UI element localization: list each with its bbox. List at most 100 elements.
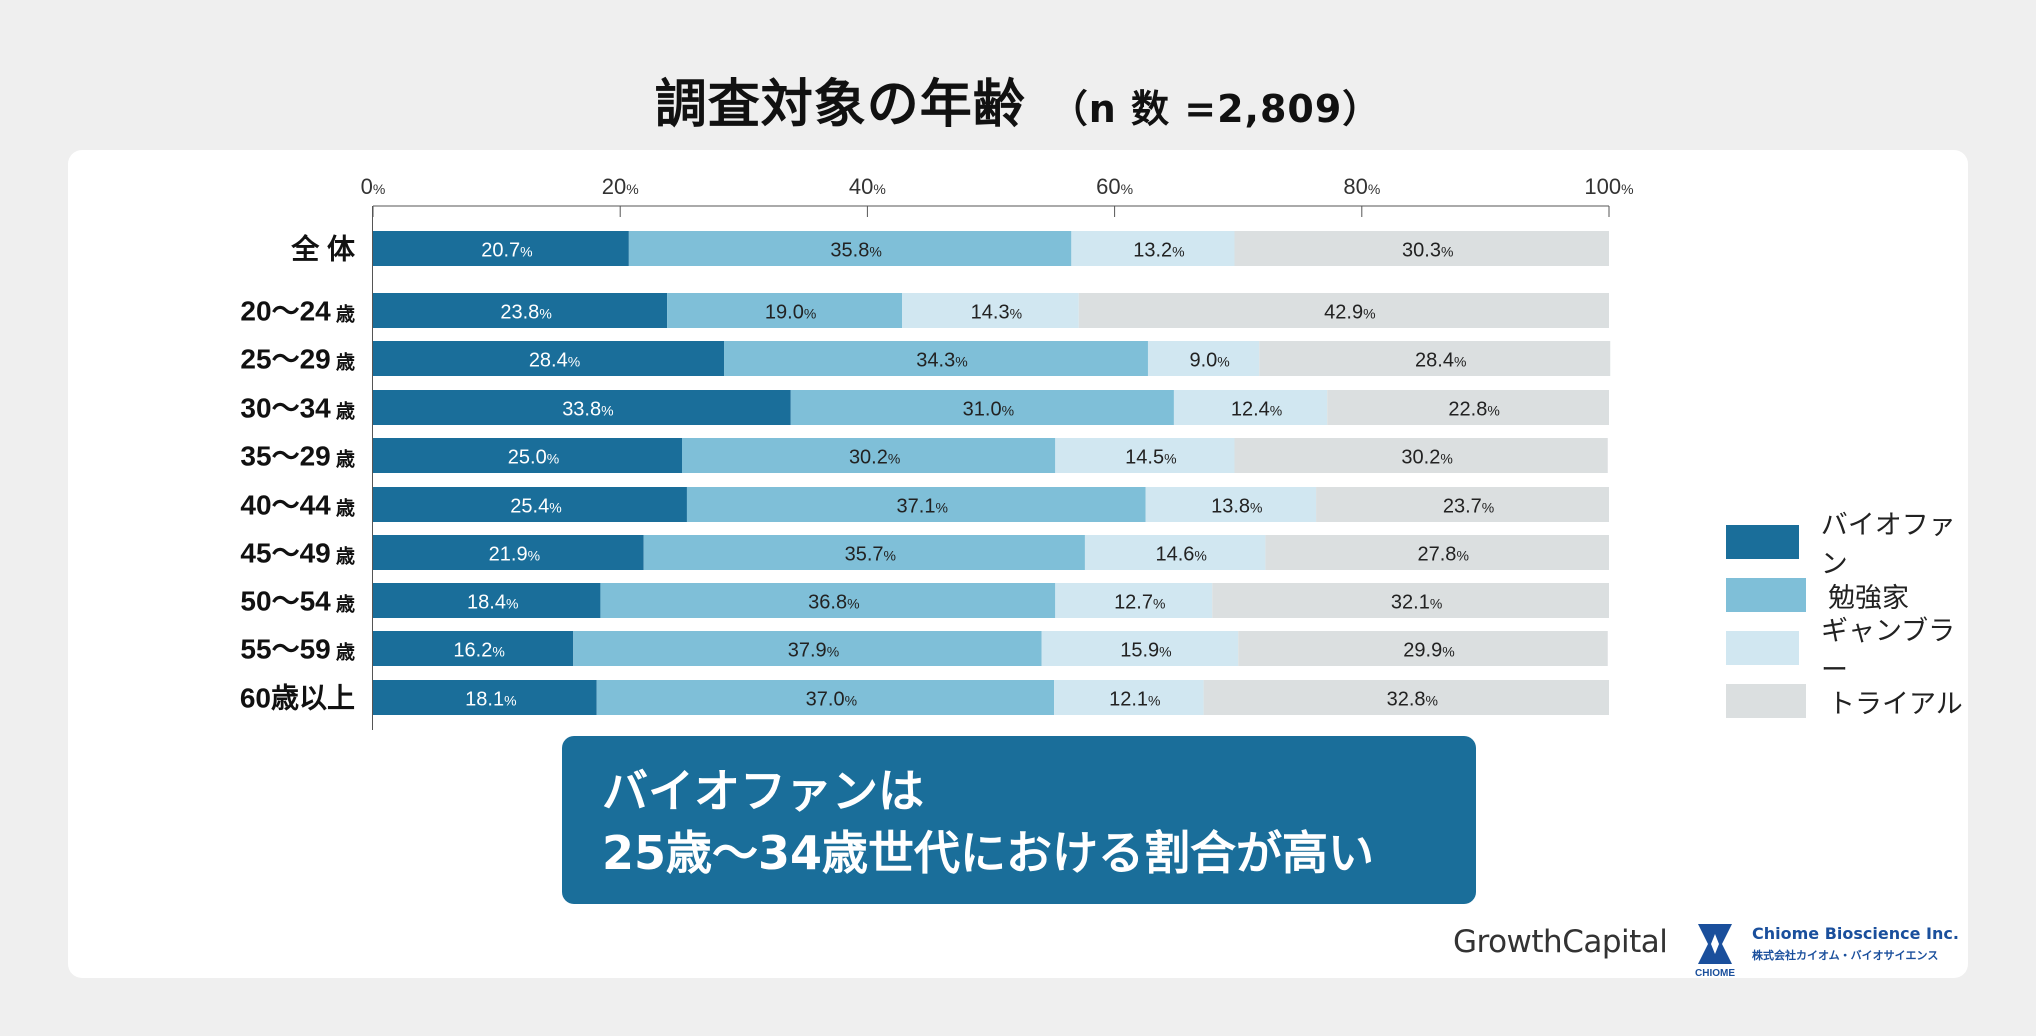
category-label: 20〜24 歳 — [240, 296, 355, 327]
chiome-brand: Chiome Bioscience Inc. 株式会社カイオム・バイオサイエンス — [1752, 924, 1959, 963]
data-label: 25.0% — [508, 447, 559, 469]
x-tick-label: 0% — [361, 174, 386, 199]
bar-segment — [1234, 438, 1608, 473]
bar-segment — [373, 535, 644, 570]
legend-label-trial: トライアル — [1828, 688, 1963, 720]
key-finding-callout: バイオファンは 25歳〜34歳世代における割合が高い — [562, 736, 1476, 904]
bar-segment — [1238, 631, 1608, 666]
bar-segment — [686, 487, 1146, 522]
legend-swatch-bio-fan — [1726, 525, 1799, 559]
category-label: 45〜49 歳 — [240, 538, 355, 569]
data-label: 9.0% — [1189, 350, 1229, 372]
bar-segment — [1071, 231, 1235, 266]
legend-item-bio-fan: バイオファン — [1726, 510, 1968, 580]
bar-segment — [1055, 438, 1235, 473]
bar-segment — [573, 631, 1042, 666]
bar-segment — [1078, 293, 1609, 328]
data-label: 12.7% — [1114, 592, 1165, 614]
category-label: 35〜29 歳 — [240, 441, 355, 472]
data-label: 37.9% — [788, 640, 839, 662]
data-label: 37.0% — [806, 689, 857, 711]
x-tick-label: 40% — [849, 174, 886, 199]
bar-segment — [596, 680, 1055, 715]
bar-segment — [373, 438, 682, 473]
category-label: 50〜54 歳 — [240, 586, 355, 617]
sample-size-text: （n 数 =2,809） — [1049, 87, 1382, 131]
data-label: 30.3% — [1402, 240, 1453, 262]
category-label: 60歳以上 — [240, 683, 355, 714]
chiome-logo-icon: CHIOME — [1695, 924, 1735, 978]
data-label: 34.3% — [916, 350, 967, 372]
callout-line-1: バイオファンは — [602, 764, 924, 818]
data-label: 23.8% — [500, 302, 551, 324]
bar-segment — [373, 293, 668, 328]
data-label: 15.9% — [1120, 640, 1171, 662]
chiome-jp-name: 株式会社カイオム・バイオサイエンス — [1752, 949, 1939, 962]
bar-segment — [1203, 680, 1609, 715]
data-label: 18.1% — [465, 689, 516, 711]
bar-segment — [373, 231, 629, 266]
bar-segment — [724, 341, 1148, 376]
data-label: 21.9% — [489, 544, 540, 566]
legend-swatch-studier — [1726, 578, 1806, 612]
bar-segment — [1327, 390, 1609, 425]
data-label: 32.8% — [1387, 689, 1438, 711]
bar-segment — [600, 583, 1056, 618]
data-label: 30.2% — [1401, 447, 1452, 469]
bar-segment — [1145, 487, 1317, 522]
bar-segment — [373, 583, 601, 618]
bar-segment — [902, 293, 1079, 328]
data-label: 30.2% — [849, 447, 900, 469]
bar-segment — [373, 487, 687, 522]
bar-segment — [1212, 583, 1609, 618]
data-label: 18.4% — [467, 592, 518, 614]
legend-label-bio-fan: バイオファン — [1820, 510, 1956, 580]
data-label: 29.9% — [1403, 640, 1454, 662]
category-label: 25〜29 歳 — [240, 344, 355, 375]
data-label: 25.4% — [510, 496, 561, 518]
data-label: 37.1% — [897, 496, 948, 518]
legend: バイオファン 勉強家 ギャンブラー トライアル — [1726, 510, 1968, 736]
category-label: 55〜59 歳 — [240, 634, 355, 665]
data-label: 19.0% — [765, 302, 816, 324]
bar-segment — [1234, 231, 1609, 266]
bar-segment — [1054, 680, 1204, 715]
data-label: 12.4% — [1231, 399, 1282, 421]
bar-segment — [373, 631, 574, 666]
legend-item-studier: 勉強家 — [1726, 577, 1968, 614]
legend-swatch-trial — [1726, 684, 1806, 718]
legend-swatch-gambler — [1726, 631, 1799, 665]
bar-segment — [373, 341, 725, 376]
data-label: 14.5% — [1125, 447, 1176, 469]
data-label: 28.4% — [1415, 350, 1466, 372]
bar-segment — [1041, 631, 1239, 666]
x-tick-label: 80% — [1343, 174, 1380, 199]
chiome-name: Chiome Bioscience Inc. — [1752, 924, 1959, 943]
data-label: 22.8% — [1448, 399, 1499, 421]
bar-segment — [1259, 341, 1611, 376]
bar-segment — [1265, 535, 1609, 570]
x-tick-label: 100% — [1584, 174, 1633, 199]
stacked-bar-chart: 0% 20% 40% 60% 80% 100% 20.7% 35.8% 13.2% 30.3% 全 … — [240, 174, 1634, 730]
data-label: 28.4% — [529, 350, 580, 372]
data-label: 35.7% — [845, 544, 896, 566]
bar-segment — [373, 680, 597, 715]
category-label: 40〜44 歳 — [240, 490, 355, 521]
callout-line-2: 25歳〜34歳世代における割合が高い — [602, 826, 1375, 880]
bar-segment — [1173, 390, 1328, 425]
legend-label-studier: 勉強家 — [1828, 582, 1909, 614]
data-label: 12.1% — [1109, 689, 1160, 711]
bar-segment — [1316, 487, 1609, 522]
data-label: 42.9% — [1324, 302, 1375, 324]
x-tick-label: 60% — [1096, 174, 1133, 199]
growth-capital-logo: GrowthCapital — [1453, 924, 1668, 960]
data-label: 13.2% — [1133, 240, 1184, 262]
data-label: 27.8% — [1418, 544, 1469, 566]
chart-title: 調査対象の年齢 （n 数 =2,809） — [0, 62, 2036, 137]
bar-segment — [628, 231, 1072, 266]
data-label: 23.7% — [1443, 496, 1494, 518]
legend-label-gambler: ギャンブラー — [1820, 616, 1956, 686]
bar-segment — [643, 535, 1085, 570]
chart-card: 0% 20% 40% 60% 80% 100% 20.7% 35.8% 13.2% 30.3% 全 … — [68, 150, 1968, 978]
chiome-logo-mark: CHIOME — [1695, 968, 1735, 978]
